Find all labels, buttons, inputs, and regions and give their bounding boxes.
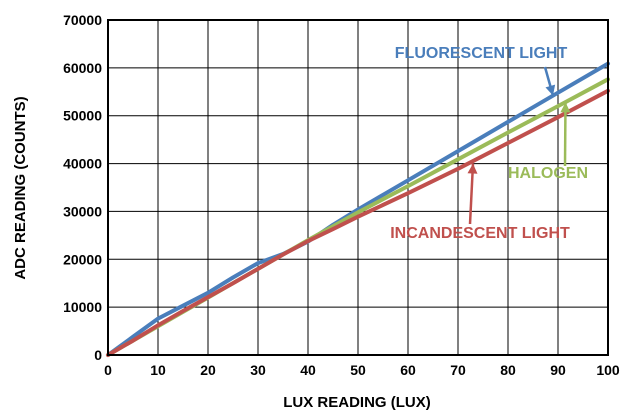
annotation-arrow-1 xyxy=(563,102,567,167)
annotation-arrowhead-1 xyxy=(560,102,571,113)
series-lines xyxy=(106,61,610,357)
x-tick-label: 50 xyxy=(350,362,366,378)
series-line-2 xyxy=(106,88,610,357)
x-tick-label: 30 xyxy=(250,362,266,378)
series-label-2: INCANDESCENT LIGHT xyxy=(390,225,570,242)
series-label-1: HALOGEN xyxy=(508,165,588,182)
y-tick-label: 40000 xyxy=(63,156,102,172)
y-tick-label: 50000 xyxy=(63,108,102,124)
annotation-arrowhead-0 xyxy=(545,84,556,96)
x-tick-label: 90 xyxy=(550,362,566,378)
y-tick-label: 0 xyxy=(94,347,102,363)
x-tick-label: 20 xyxy=(200,362,216,378)
x-tick-label: 60 xyxy=(400,362,416,378)
x-axis-title: LUX READING (LUX) xyxy=(283,394,431,411)
y-tick-label: 70000 xyxy=(63,12,102,28)
x-tick-label: 70 xyxy=(450,362,466,378)
y-tick-label: 10000 xyxy=(63,299,102,315)
axis-ticks: 0 10 20 30 40 50 60 70 80 90 100 0 10000 20000 30000 40… xyxy=(63,12,620,378)
y-tick-label: 60000 xyxy=(63,60,102,76)
y-tick-label: 30000 xyxy=(63,203,102,219)
annotation-arrow-2 xyxy=(468,163,475,225)
x-tick-label: 100 xyxy=(596,362,620,378)
plot-frame xyxy=(107,19,609,356)
x-tick-label: 0 xyxy=(104,362,112,378)
x-tick-label: 80 xyxy=(500,362,516,378)
y-tick-label: 20000 xyxy=(63,251,102,267)
x-tick-label: 10 xyxy=(150,362,166,378)
series-label-0: FLUORESCENT LIGHT xyxy=(395,45,568,62)
annotation-arrowhead-2 xyxy=(467,163,478,174)
y-axis-title: ADC READING (COUNTS) xyxy=(12,96,29,279)
series-annotations: FLUORESCENT LIGHT HALOGEN INCANDESCENT LIG… xyxy=(390,45,588,242)
x-tick-label: 40 xyxy=(300,362,316,378)
